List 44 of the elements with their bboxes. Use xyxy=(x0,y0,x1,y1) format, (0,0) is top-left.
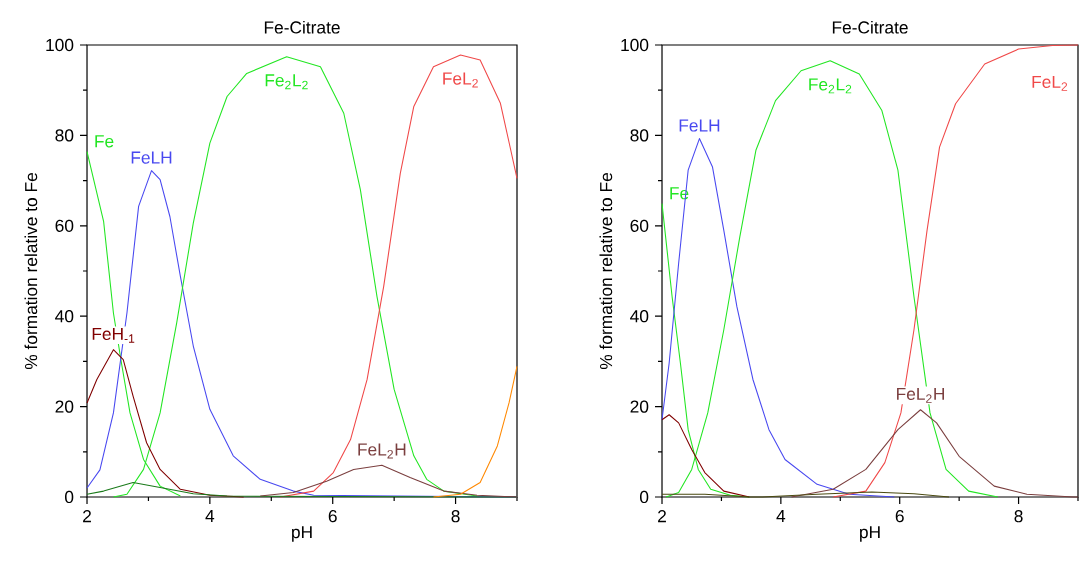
y-tick-label: 60 xyxy=(55,219,74,232)
line-series xyxy=(665,60,999,498)
y-tick-label: 0 xyxy=(639,490,649,504)
x-tick-label: 4 xyxy=(776,510,786,522)
y-tick-label: 40 xyxy=(55,310,74,323)
series-label: FeLH xyxy=(131,151,172,164)
x-tick-label: 2 xyxy=(658,510,666,523)
x-tick-label: 8 xyxy=(1014,510,1023,523)
line-series xyxy=(432,365,518,498)
x-tick-label: 4 xyxy=(205,510,215,522)
x-axis-title: pH xyxy=(292,526,312,542)
line-series xyxy=(259,464,518,498)
y-tick-label: 100 xyxy=(46,38,74,52)
series-label: Fe$_{2}$L$_{2}$ xyxy=(265,74,308,90)
y-tick-label: 80 xyxy=(55,129,74,142)
x-tick-label: 6 xyxy=(328,510,337,523)
series-label: FeLH xyxy=(679,119,720,132)
y-tick-label: 100 xyxy=(621,38,649,52)
y-axis-title: % formation relative to Fe xyxy=(24,173,38,370)
y-tick-label: 20 xyxy=(55,400,74,413)
chart-title: Fe-Citrate xyxy=(264,20,340,34)
x-tick-label: 6 xyxy=(895,510,904,523)
series-label: FeL$_{2}$H xyxy=(358,443,406,459)
series-label: FeL$_{2}$ xyxy=(1032,75,1068,91)
series-label: FeH$_{-1}$ xyxy=(92,327,135,343)
y-axis-title: % formation relative to Fe xyxy=(599,173,613,370)
series-label: Fe$_{2}$L$_{2}$ xyxy=(809,78,852,94)
y-tick-label: 40 xyxy=(630,310,649,323)
series-label: FeL$_{2}$H xyxy=(897,387,944,403)
chart-title: Fe-Citrate xyxy=(832,20,908,34)
x-axis-title: pH xyxy=(860,526,880,542)
line-series xyxy=(86,349,245,498)
line-series xyxy=(791,409,1079,498)
line-series xyxy=(832,44,1079,498)
line-series xyxy=(661,138,895,498)
y-tick-label: 60 xyxy=(630,219,649,232)
x-tick-label: 8 xyxy=(451,510,460,523)
series-label: Fe xyxy=(670,187,689,200)
series-label: FeL$_{2}$ xyxy=(443,72,478,88)
y-tick-label: 20 xyxy=(630,400,649,413)
y-tick-label: 0 xyxy=(65,490,74,504)
series-label: Fe xyxy=(95,135,114,148)
x-tick-label: 2 xyxy=(83,510,91,523)
y-tick-label: 80 xyxy=(630,129,649,142)
